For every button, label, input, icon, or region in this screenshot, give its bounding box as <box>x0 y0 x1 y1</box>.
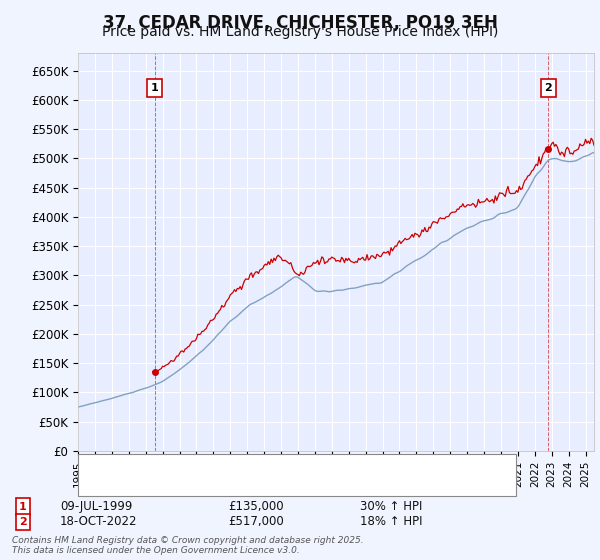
Text: £517,000: £517,000 <box>228 515 284 529</box>
Text: 1: 1 <box>151 83 158 94</box>
Text: Price paid vs. HM Land Registry's House Price Index (HPI): Price paid vs. HM Land Registry's House … <box>102 25 498 39</box>
Text: 09-JUL-1999: 09-JUL-1999 <box>60 500 133 514</box>
Text: 1: 1 <box>19 502 26 512</box>
Text: 2: 2 <box>19 517 26 527</box>
Text: 18-OCT-2022: 18-OCT-2022 <box>60 515 137 529</box>
Text: ——: —— <box>87 458 115 473</box>
Text: HPI: Average price, semi-detached house, Chichester: HPI: Average price, semi-detached house,… <box>111 480 408 490</box>
Text: 37, CEDAR DRIVE, CHICHESTER, PO19 3EH (semi-detached house): 37, CEDAR DRIVE, CHICHESTER, PO19 3EH (s… <box>111 460 481 470</box>
Text: 18% ↑ HPI: 18% ↑ HPI <box>360 515 422 529</box>
Text: £135,000: £135,000 <box>228 500 284 514</box>
Text: 2: 2 <box>544 83 552 94</box>
Text: ——: —— <box>87 478 115 492</box>
Text: Contains HM Land Registry data © Crown copyright and database right 2025.
This d: Contains HM Land Registry data © Crown c… <box>12 536 364 556</box>
Text: 37, CEDAR DRIVE, CHICHESTER, PO19 3EH: 37, CEDAR DRIVE, CHICHESTER, PO19 3EH <box>103 14 497 32</box>
Text: 30% ↑ HPI: 30% ↑ HPI <box>360 500 422 514</box>
